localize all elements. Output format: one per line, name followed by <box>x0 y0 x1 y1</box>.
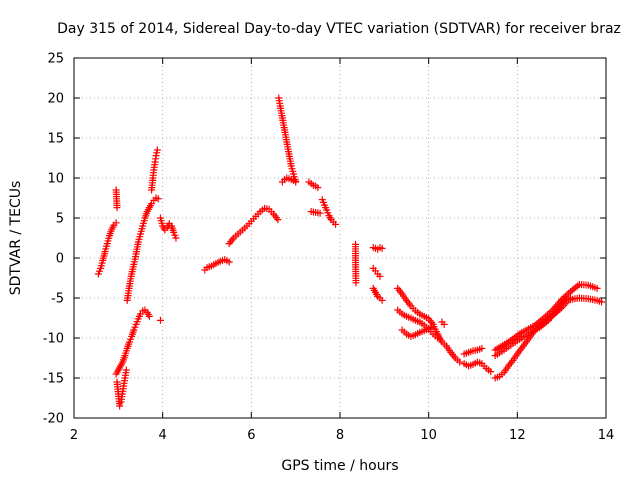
data-point <box>598 298 606 306</box>
data-point <box>552 303 560 311</box>
y-tick-label: -20 <box>43 412 64 427</box>
data-point <box>556 297 564 305</box>
data-point <box>593 284 601 292</box>
data-point <box>332 220 340 228</box>
series-s4 <box>148 146 161 194</box>
series-s14 <box>307 208 324 217</box>
series-s21 <box>394 306 442 342</box>
x-tick-label: 4 <box>159 428 167 443</box>
data-point <box>122 366 130 374</box>
y-tick-label: 25 <box>47 52 64 67</box>
series-s7 <box>113 366 130 410</box>
data-point <box>225 258 233 266</box>
plot-frame <box>73 57 607 419</box>
series-s25 <box>460 344 486 358</box>
data-point <box>145 312 153 320</box>
y-tick-label: 15 <box>47 132 64 147</box>
data-point <box>274 216 282 224</box>
data-point <box>478 344 486 352</box>
y-tick-label: -5 <box>51 292 64 307</box>
data-point <box>316 209 324 217</box>
x-tick-label: 8 <box>336 428 344 443</box>
x-axis-label: GPS time / hours <box>281 458 398 474</box>
series-s11 <box>275 94 300 186</box>
series-s12 <box>278 174 300 186</box>
series-s8 <box>156 316 164 324</box>
series-s15 <box>318 196 340 228</box>
series-s2 <box>112 186 121 212</box>
series-s13 <box>305 178 322 192</box>
y-tick-label: 5 <box>56 212 64 227</box>
data-point <box>456 358 464 366</box>
data-point <box>378 296 386 304</box>
series-s18 <box>369 264 384 280</box>
data-point <box>429 323 437 331</box>
grid-lines <box>74 58 606 418</box>
y-tick-label: -10 <box>43 332 64 347</box>
x-tick-label: 12 <box>509 428 526 443</box>
data-point <box>172 234 180 242</box>
series-s6 <box>112 306 153 378</box>
x-tick-label: 10 <box>420 428 437 443</box>
x-axis-ticks: 2 4 6 8 10 12 14 <box>70 58 614 443</box>
x-tick-label: 2 <box>70 428 78 443</box>
series-s5 <box>156 214 180 242</box>
data-point <box>292 177 300 185</box>
x-tick-label: 14 <box>598 428 615 443</box>
data-point <box>487 368 495 376</box>
data-point <box>113 204 121 212</box>
series-s29 <box>567 294 606 306</box>
data-point <box>314 184 322 192</box>
series-s24 <box>460 358 495 376</box>
series-s16 <box>352 240 360 287</box>
series-s23 <box>438 318 448 328</box>
data-point <box>376 272 384 280</box>
series-s1 <box>94 219 120 278</box>
y-tick-label: 0 <box>56 252 64 267</box>
data-point <box>116 402 124 410</box>
series-s22 <box>398 323 437 340</box>
y-tick-label: 20 <box>47 92 64 107</box>
series-s19 <box>369 284 386 304</box>
y-tick-label: 10 <box>47 172 64 187</box>
y-axis-label: SDTVAR / TECUs <box>8 181 24 296</box>
data-point <box>154 195 162 203</box>
data-point <box>378 244 386 252</box>
series-s9 <box>201 256 233 274</box>
series-s10 <box>225 204 282 248</box>
chart-title: Day 315 of 2014, Sidereal Day-to-day VTE… <box>57 21 621 37</box>
data-points <box>94 94 606 410</box>
series-s3 <box>123 194 162 304</box>
data-point <box>112 219 120 227</box>
data-point <box>156 316 164 324</box>
data-point <box>352 279 360 287</box>
series-s28 <box>491 280 601 354</box>
data-point <box>153 146 161 154</box>
data-point <box>434 334 442 342</box>
series-s17 <box>369 244 386 253</box>
data-point <box>440 320 448 328</box>
x-tick-label: 6 <box>247 428 255 443</box>
y-tick-label: -15 <box>43 372 64 387</box>
